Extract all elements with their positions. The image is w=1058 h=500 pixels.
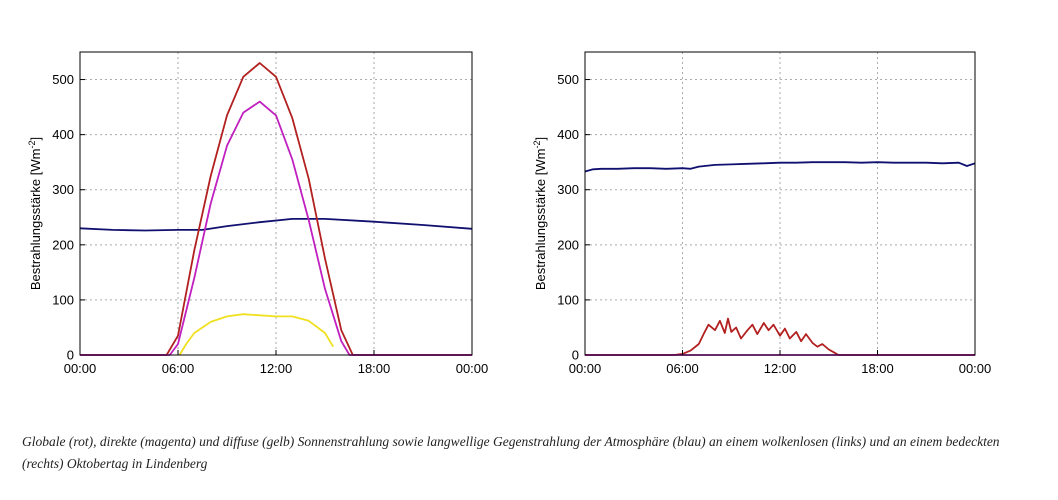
y-tick-label: 400 xyxy=(52,127,74,142)
y-tick-label: 300 xyxy=(557,182,579,197)
y-tick-label: 0 xyxy=(572,348,579,363)
x-tick-label: 12:00 xyxy=(764,361,797,376)
x-tick-label: 18:00 xyxy=(861,361,894,376)
y-tick-label: 300 xyxy=(52,182,74,197)
y-tick-label: 100 xyxy=(557,292,579,307)
x-tick-label: 12:00 xyxy=(260,361,293,376)
y-tick-label: 200 xyxy=(557,237,579,252)
y-axis-label: Bestrahlungsstärke [Wm-2] xyxy=(532,137,548,290)
series-line-global xyxy=(585,317,975,356)
x-tick-label: 06:00 xyxy=(162,361,195,376)
figure-caption: Globale (rot), direkte (magenta) und dif… xyxy=(22,434,1000,471)
y-tick-label: 100 xyxy=(52,292,74,307)
x-tick-label: 00:00 xyxy=(569,361,602,376)
y-tick-label: 0 xyxy=(67,348,74,363)
x-tick-label: 00:00 xyxy=(959,361,992,376)
x-tick-label: 18:00 xyxy=(358,361,391,376)
chart-panel-left: 00:00 06:00 12:00 18:00 00:00010020030040050… xyxy=(27,51,489,376)
y-tick-label: 200 xyxy=(52,237,74,252)
y-tick-label: 400 xyxy=(557,127,579,142)
figure-charts: 00:00 06:00 12:00 18:00 00:00010020030040050… xyxy=(27,51,992,376)
x-tick-label: 00:00 xyxy=(64,361,97,376)
chart-panel-right: 00:00 06:00 12:00 18:00 00:00010020030040050… xyxy=(532,51,992,376)
series-line-longwave xyxy=(584,161,976,173)
series-line-diffuse xyxy=(178,313,334,356)
y-tick-label: 500 xyxy=(557,72,579,87)
y-tick-label: 500 xyxy=(52,72,74,87)
x-tick-label: 06:00 xyxy=(666,361,699,376)
series-line-direct xyxy=(80,100,472,356)
y-axis-label: Bestrahlungsstärke [Wm-2] xyxy=(27,137,43,290)
x-tick-label: 00:00 xyxy=(456,361,489,376)
series-line-global xyxy=(80,62,472,356)
series-line-longwave xyxy=(79,217,473,232)
